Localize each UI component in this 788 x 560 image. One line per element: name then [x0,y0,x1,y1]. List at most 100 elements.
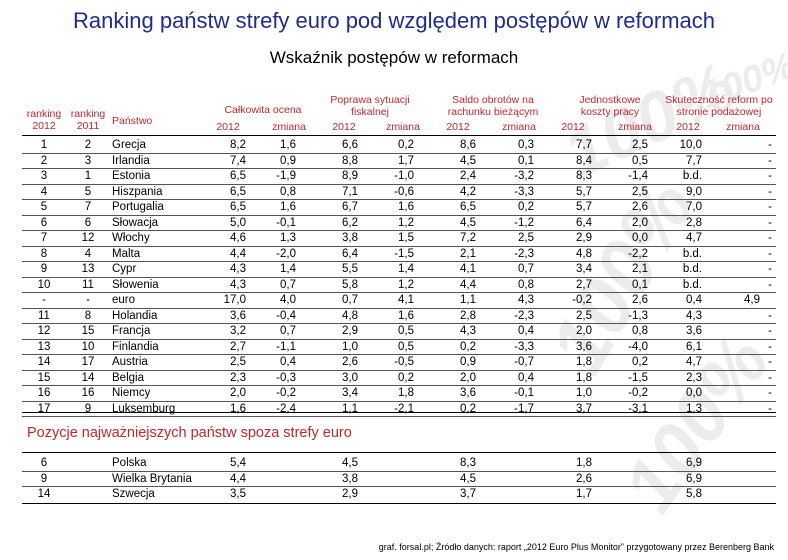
cell-supply-reforms-2012: 6,9 [686,472,702,485]
cell-overall-2012: 4,4 [230,472,246,485]
header-country: Państwo [112,115,153,127]
cell-supply-reforms-2012: 7,7 [686,154,702,167]
cell-fiscal-change: 0,5 [398,325,414,337]
cell-overall-2012: 3,5 [230,488,246,500]
cell-fiscal-change: 0,2 [398,371,414,384]
cell-country: Belgia [112,371,144,384]
cell-rank-2012: 6 [40,216,48,229]
cell-supply-reforms-change: - [768,139,772,151]
cell-country: Finlandia [112,340,159,353]
cell-supply-reforms-2012: 0,4 [686,294,702,306]
cell-fiscal-change: 0,2 [398,139,414,151]
cell-labor-costs-change: -1,4 [628,170,648,182]
section-bottom-divider [22,503,776,504]
cell-fiscal-change: -0,5 [394,356,414,368]
cell-rank-2011: 13 [81,263,95,275]
header-overall: Całkowita ocena [224,104,302,116]
cell-overall-2012: 6,5 [230,170,246,182]
row-divider [22,416,776,417]
cell-rank-2012: 15 [37,371,51,384]
cell-country: Słowacja [112,216,159,229]
cell-overall-2012: 7,4 [230,154,246,167]
section-title: Pozycje najważniejszych państw spoza str… [27,425,352,441]
cell-labor-costs-change: -1,3 [628,309,648,322]
cell-supply-reforms-change: - [768,356,772,368]
cell-supply-reforms-2012: 9,0 [686,185,702,198]
cell-current-account-2012: 2,1 [460,247,476,260]
cell-labor-costs-2012: 6,4 [576,216,592,229]
cell-rank-2012: 17 [37,402,51,415]
cell-current-account-2012: 4,5 [460,472,476,485]
cell-labor-costs-2012: 8,4 [576,154,592,167]
cell-current-account-2012: 8,3 [460,457,476,469]
cell-fiscal-2012: 5,8 [342,278,358,291]
cell-overall-change: 0,4 [280,356,296,368]
cell-supply-reforms-change: - [768,325,772,337]
cell-rank-2012: 14 [37,488,51,500]
cell-overall-change: 0,8 [280,185,296,198]
cell-labor-costs-change: -3,1 [628,402,648,415]
cell-fiscal-2012: 2,9 [342,325,358,337]
cell-labor-costs-2012: 5,7 [576,201,592,213]
cell-supply-reforms-change: - [768,278,772,291]
cell-supply-reforms-change: - [768,185,772,198]
cell-labor-costs-change: 2,5 [632,185,648,198]
cell-fiscal-change: 1,7 [398,154,414,167]
cell-fiscal-2012: 1,0 [342,340,358,353]
cell-current-account-2012: 4,5 [460,216,476,229]
cell-country: Luksemburg [112,402,176,415]
cell-fiscal-2012: 4,8 [342,309,358,322]
cell-supply-reforms-change: - [768,201,772,213]
cell-supply-reforms-change: - [768,309,772,322]
cell-overall-2012: 4,3 [230,278,246,291]
page-subtitle: Wskaźnik postępów w reformach [269,48,519,67]
cell-labor-costs-2012: 2,5 [576,309,592,322]
cell-overall-2012: 6,5 [230,201,246,213]
cell-supply-reforms-change: - [768,247,772,260]
cell-current-account-2012: 0,9 [460,356,476,368]
cell-supply-reforms-2012: 5,8 [686,488,702,500]
subheader-change: zmiana [386,121,420,133]
cell-fiscal-2012: 0,7 [342,294,358,306]
cell-labor-costs-change: -0,2 [628,387,648,399]
row-divider [22,470,776,472]
cell-rank-2011: 1 [84,170,92,182]
cell-overall-change: -0,1 [276,216,296,229]
cell-rank-2011: 12 [81,232,95,244]
cell-country: Cypr [112,263,137,275]
cell-rank-2011: 5 [84,185,92,198]
cell-fiscal-change: -1,5 [394,247,414,260]
cell-labor-costs-change: -1,5 [628,371,648,384]
row-divider [22,338,776,340]
cell-overall-change: -1,9 [276,170,296,182]
cell-rank-2011: 15 [81,325,95,337]
cell-overall-2012: 3,6 [230,309,246,322]
cell-current-account-2012: 0,2 [460,402,476,415]
cell-rank-2011: 11 [82,278,94,291]
cell-rank-2011: 6 [84,216,92,229]
cell-current-account-change: -0,1 [514,387,534,399]
header-current-account: Saldo obrotów na rachunku bieżącym [447,94,539,118]
cell-fiscal-2012: 4,5 [342,457,358,469]
row-divider [22,486,776,487]
cell-overall-2012: 2,5 [230,356,246,368]
cell-current-account-2012: 6,5 [460,201,476,213]
row-divider [22,245,776,247]
cell-current-account-change: -2,3 [514,309,534,322]
cell-current-account-change: 0,8 [518,278,534,291]
cell-overall-2012: 1,6 [230,402,246,415]
cell-country: Portugalia [112,201,164,213]
cell-labor-costs-2012: 1,8 [576,356,592,368]
cell-overall-2012: 4,3 [230,263,246,275]
cell-current-account-change: 0,1 [518,154,534,167]
cell-overall-2012: 8,2 [230,139,246,151]
cell-country: Austria [112,356,148,368]
cell-labor-costs-2012: 2,9 [576,232,592,244]
cell-current-account-change: 0,4 [518,371,534,384]
cell-current-account-2012: 4,2 [460,185,476,198]
cell-fiscal-change: 1,6 [398,309,414,322]
cell-country: euro [112,294,136,306]
cell-rank-2012: 3 [40,170,48,182]
cell-current-account-2012: 2,4 [460,170,476,182]
cell-overall-2012: 2,0 [230,387,246,399]
